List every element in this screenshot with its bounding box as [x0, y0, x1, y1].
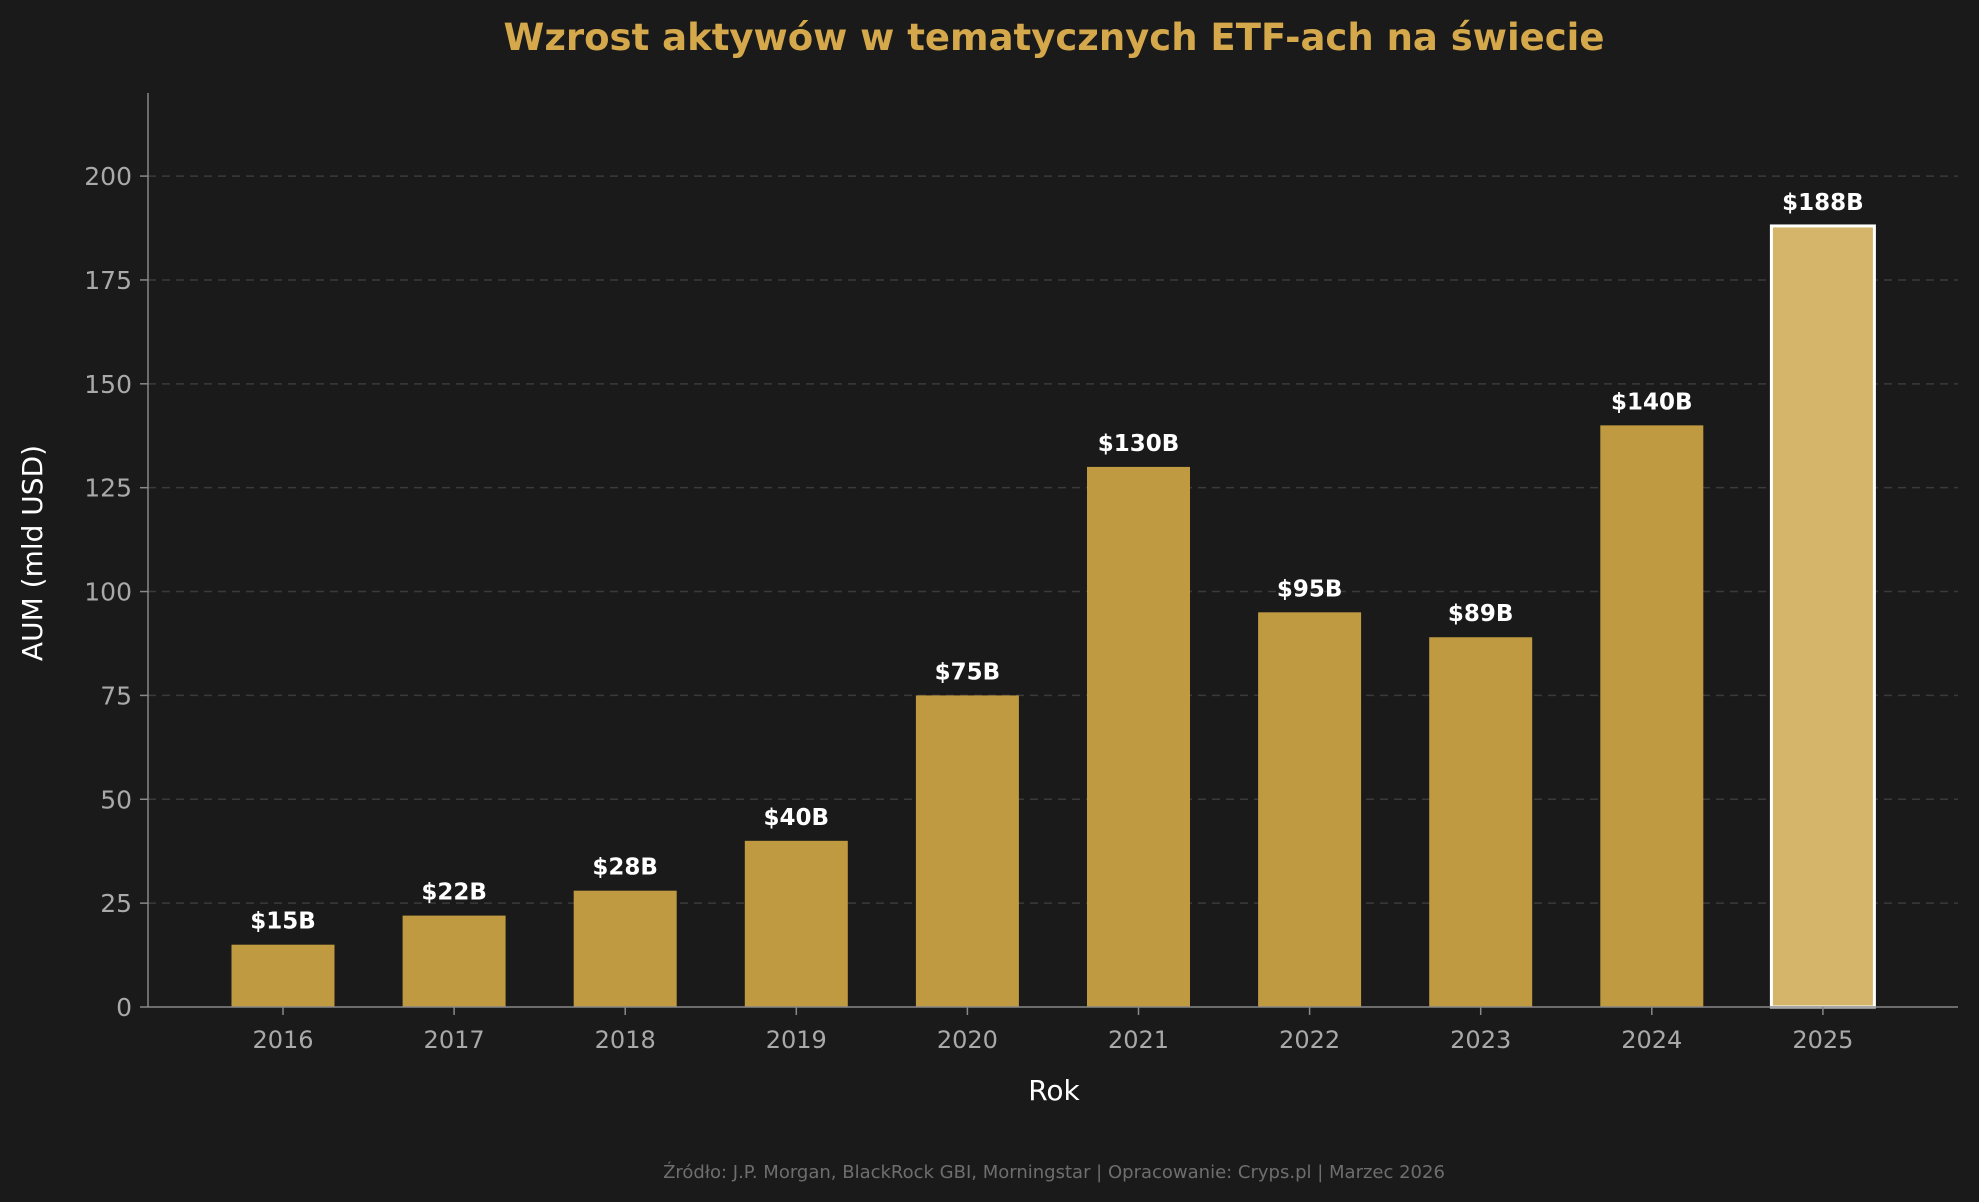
x-tick-label: 2025 — [1792, 1026, 1853, 1054]
bar-2019 — [744, 840, 848, 1007]
x-tick-label: 2016 — [252, 1026, 313, 1054]
bar-2022 — [1258, 612, 1362, 1007]
bars — [231, 224, 1876, 1009]
x-tick-label: 2023 — [1450, 1026, 1511, 1054]
x-tick-label: 2017 — [424, 1026, 485, 1054]
y-tick-label: 200 — [84, 162, 132, 191]
grid-lines — [148, 175, 1958, 904]
bar-2021 — [1087, 466, 1190, 1008]
data-label-2016: $15B — [250, 909, 316, 935]
y-axis-ticks: 0 25 50 75 100 125 150 175 200 — [84, 162, 148, 1022]
data-label-2018: $28B — [592, 855, 658, 881]
bar-2025 — [1769, 224, 1876, 1009]
y-tick-label: 175 — [84, 266, 132, 295]
chart-title: Wzrost aktywów w tematycznych ETF-ach na… — [504, 16, 1605, 59]
y-tick-label: 75 — [100, 681, 132, 710]
y-tick-label: 150 — [84, 370, 132, 399]
y-axis-label: AUM (mld USD) — [16, 445, 49, 661]
bar-2020 — [915, 695, 1019, 1007]
data-label-2017: $22B — [421, 880, 487, 906]
data-label-2020: $75B — [935, 659, 1001, 685]
data-label-2024: $140B — [1611, 389, 1693, 415]
bar-2017 — [402, 915, 506, 1007]
x-axis-label: Rok — [1028, 1074, 1080, 1107]
bar-2023 — [1429, 637, 1533, 1007]
data-label-2021: $130B — [1098, 431, 1180, 457]
bar-2018 — [573, 890, 677, 1007]
bar-2024 — [1600, 425, 1704, 1007]
x-tick-label: 2024 — [1621, 1026, 1682, 1054]
data-label-2023: $89B — [1448, 601, 1514, 627]
bar-2016 — [231, 944, 335, 1007]
y-tick-label: 0 — [116, 993, 132, 1022]
y-tick-label: 25 — [100, 889, 132, 918]
data-label-2022: $95B — [1277, 576, 1343, 602]
y-tick-label: 125 — [84, 474, 132, 503]
x-tick-label: 2018 — [595, 1026, 656, 1054]
data-label-2025: $188B — [1782, 190, 1864, 216]
x-tick-label: 2019 — [766, 1026, 827, 1054]
x-axis-ticks: 2016 2017 2018 2019 2020 2021 2022 2023 2024 2025 — [252, 1007, 1853, 1054]
data-labels: $15B $22B $28B $40B $75B $130B $95B $89B $140B $1… — [250, 190, 1863, 935]
x-tick-label: 2021 — [1108, 1026, 1169, 1054]
y-tick-label: 100 — [84, 578, 132, 607]
x-tick-label: 2020 — [937, 1026, 998, 1054]
x-tick-label: 2022 — [1279, 1026, 1340, 1054]
data-label-2019: $40B — [764, 805, 830, 831]
y-tick-label: 50 — [100, 785, 132, 814]
source-note: Źródło: J.P. Morgan, BlackRock GBI, Morn… — [663, 1161, 1445, 1183]
